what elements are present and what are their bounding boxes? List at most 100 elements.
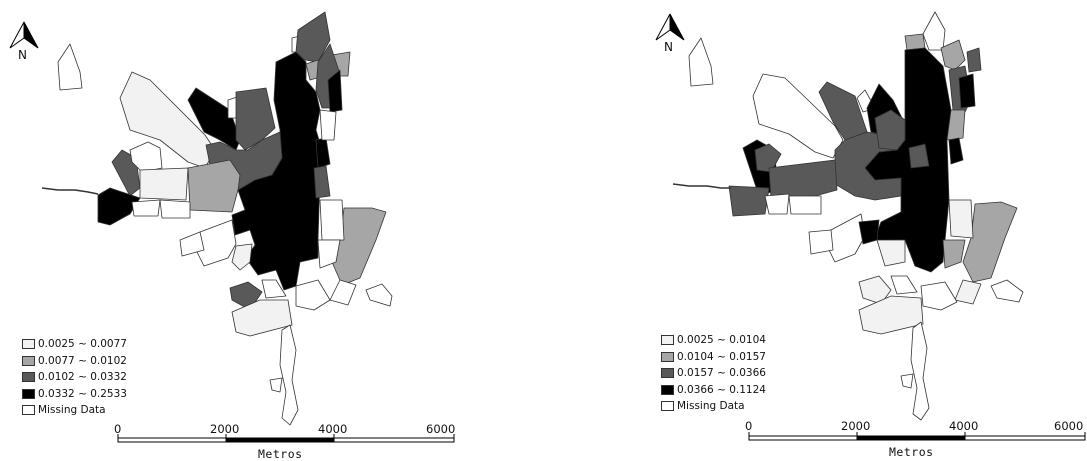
north-arrow-icon	[655, 13, 685, 41]
map-region	[858, 219, 880, 245]
map-region	[688, 37, 714, 87]
map-region	[129, 141, 163, 173]
legend-item: Missing Data	[661, 398, 766, 415]
map-region	[327, 69, 343, 113]
map-region	[858, 275, 892, 305]
legend-label: 0.0102 ~ 0.0332	[38, 371, 127, 384]
legend-item: 0.0025 ~ 0.0077	[22, 336, 127, 353]
map-region	[57, 43, 83, 91]
legend-label: 0.0104 ~ 0.0157	[677, 350, 766, 363]
legend-item: 0.0366 ~ 0.1124	[661, 382, 766, 399]
map-region	[910, 321, 930, 421]
map-panel-left: N 0.0025 ~ 0.0077 0.0077 ~ 0.0102 0.0102…	[0, 0, 540, 461]
map-region	[269, 377, 283, 393]
legend-swatch	[22, 355, 35, 366]
legend-label: 0.0025 ~ 0.0077	[38, 338, 127, 351]
legend-label: 0.0077 ~ 0.0102	[38, 354, 127, 367]
legend-label: 0.0157 ~ 0.0366	[677, 367, 766, 380]
legend-swatch	[22, 339, 35, 350]
map-region	[315, 137, 331, 169]
map-region	[900, 373, 914, 389]
legend-label: Missing Data	[677, 400, 745, 413]
scale-tick-label: 2000	[210, 422, 240, 436]
choropleth-map-left	[9, 11, 455, 443]
legend-swatch	[22, 405, 35, 416]
map-region	[990, 279, 1024, 303]
river-line	[41, 187, 99, 195]
map-region	[958, 73, 976, 109]
map-region	[329, 279, 357, 306]
map-region	[962, 201, 1018, 283]
legend-label: 0.0332 ~ 0.2533	[38, 387, 127, 400]
legend-swatch	[661, 335, 674, 346]
map-region	[904, 33, 926, 51]
legend-item: 0.0332 ~ 0.2533	[22, 386, 127, 403]
map-region	[948, 137, 964, 165]
legend-item: 0.0077 ~ 0.0102	[22, 353, 127, 370]
map-region	[365, 283, 393, 307]
scale-tick-label: 6000	[426, 422, 456, 436]
map-panel-right: N 0.0025 ~ 0.0104 0.0104 ~ 0.0157 0.0157…	[545, 0, 1087, 461]
legend-left: 0.0025 ~ 0.0077 0.0077 ~ 0.0102 0.0102 ~…	[22, 336, 127, 419]
map-region	[231, 299, 293, 337]
legend-swatch	[22, 388, 35, 399]
scale-tick-label: 6000	[1054, 419, 1084, 433]
scale-bar	[117, 434, 455, 443]
legend-swatch	[22, 372, 35, 383]
legend-label: 0.0366 ~ 0.1124	[677, 383, 766, 396]
map-region	[954, 279, 982, 305]
map-region	[922, 11, 946, 51]
north-label: N	[18, 48, 27, 62]
map-region	[159, 199, 191, 219]
legend-item: Missing Data	[22, 402, 127, 419]
map-region	[966, 47, 982, 73]
map-region	[187, 87, 241, 151]
legend-right: 0.0025 ~ 0.0104 0.0104 ~ 0.0157 0.0157 ~…	[661, 332, 766, 415]
map-region	[908, 143, 930, 169]
map-region	[139, 167, 189, 201]
scale-tick-label: 4000	[318, 422, 348, 436]
map-region	[728, 185, 770, 217]
map-region	[768, 159, 838, 199]
map-region	[890, 275, 918, 295]
map-region	[788, 195, 822, 215]
map-region	[295, 279, 331, 311]
map-region	[317, 239, 341, 269]
legend-swatch	[661, 401, 674, 412]
map-region	[97, 187, 141, 226]
map-region	[920, 281, 958, 311]
north-arrow-icon	[9, 21, 39, 49]
map-region	[808, 229, 834, 255]
map-region	[187, 159, 241, 213]
scale-tick-label: 0	[114, 422, 122, 436]
legend-label: 0.0025 ~ 0.0104	[677, 334, 766, 347]
legend-label: Missing Data	[38, 404, 106, 417]
legend-item: 0.0102 ~ 0.0332	[22, 369, 127, 386]
river-line	[672, 183, 731, 189]
map-region	[261, 279, 287, 299]
map-region	[179, 231, 205, 257]
map-region	[754, 143, 782, 173]
legend-swatch	[661, 384, 674, 395]
map-region	[942, 239, 966, 269]
legend-swatch	[661, 351, 674, 362]
map-region	[319, 199, 345, 241]
map-region	[313, 165, 331, 199]
map-region	[764, 193, 790, 215]
map-region	[874, 109, 906, 151]
map-region	[279, 324, 299, 426]
scale-bar	[748, 432, 1086, 441]
legend-item: 0.0104 ~ 0.0157	[661, 349, 766, 366]
map-region	[948, 199, 974, 239]
scale-tick-label: 0	[745, 419, 753, 433]
scale-tick-label: 2000	[841, 419, 871, 433]
legend-swatch	[661, 368, 674, 379]
map-region	[826, 213, 866, 263]
map-region	[319, 109, 337, 141]
scale-unit-label: Metros	[258, 447, 303, 461]
legend-item: 0.0157 ~ 0.0366	[661, 365, 766, 382]
map-region	[864, 47, 952, 273]
choropleth-map-right	[655, 11, 1086, 441]
map-region	[876, 239, 906, 267]
north-label: N	[664, 40, 673, 54]
